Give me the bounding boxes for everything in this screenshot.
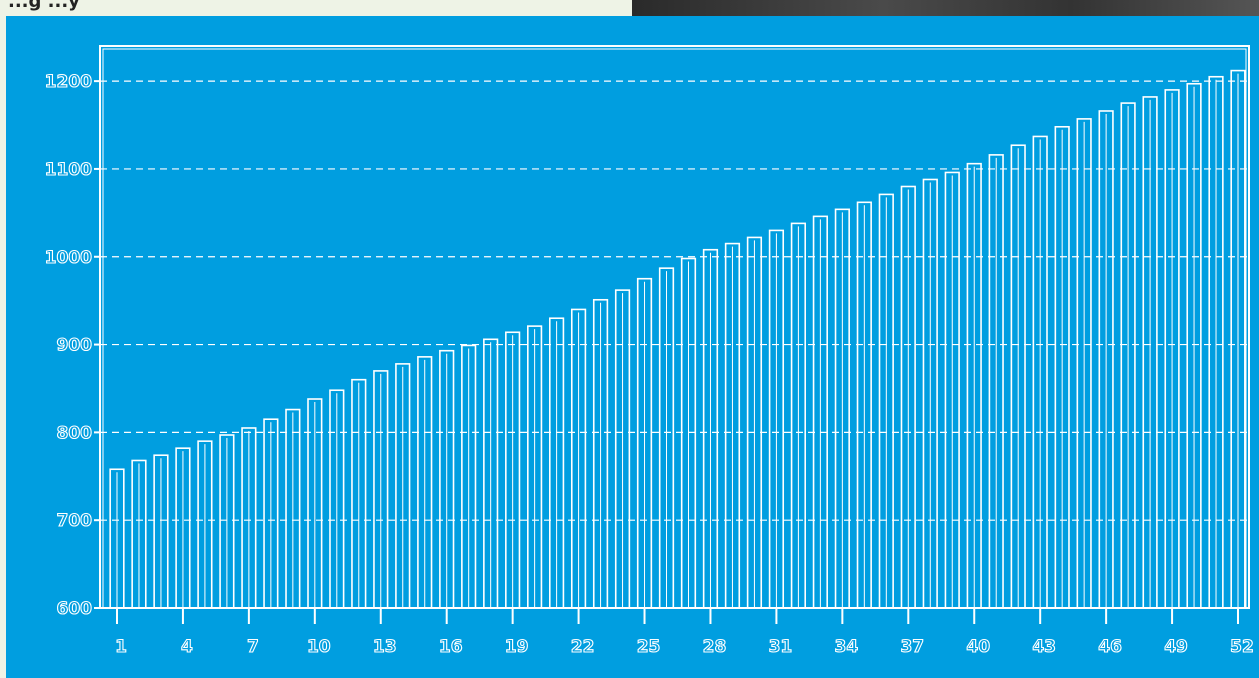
x-tick-label: 10 <box>307 637 331 657</box>
x-tick-label: 31 <box>769 637 793 657</box>
y-tick-label: 600 <box>57 599 93 619</box>
y-tick-labels: 600 700 800 900 1000 1100 1200 <box>44 72 93 620</box>
y-tick-label: 800 <box>57 423 93 443</box>
top-caption-strip: ...g ...y <box>0 0 632 16</box>
y-tick-label: 1000 <box>45 248 92 268</box>
x-tick-label: 22 <box>571 637 595 657</box>
y-tick-label: 700 <box>57 511 93 531</box>
x-tick-labels: 1 4 7 10 13 16 19 22 25 28 31 34 37 40 43 46 49 52 <box>115 636 1255 657</box>
y-tick-label: 1200 <box>45 72 92 92</box>
y-tick-label: 900 <box>57 336 93 356</box>
x-tick-label: 7 <box>247 637 259 657</box>
x-tick-label: 40 <box>966 637 990 657</box>
x-tick-label: 43 <box>1032 637 1056 657</box>
x-tick-label: 1 <box>115 637 127 657</box>
chart-panel: 600 700 800 900 1000 1100 1200 1 4 7 10 13 16 19 22 25… <box>6 16 1259 678</box>
top-photo-strip <box>632 0 1259 16</box>
x-tick-label: 4 <box>181 637 193 657</box>
top-caption-text: ...g ...y <box>8 0 80 12</box>
x-tick-label: 19 <box>505 637 529 657</box>
plot-frame-inner <box>102 48 1247 609</box>
y-tick-label: 1100 <box>45 160 92 180</box>
x-tick-label: 16 <box>439 637 463 657</box>
bar-chart: 600 700 800 900 1000 1100 1200 1 4 7 10 13 16 19 22 25… <box>44 45 1255 658</box>
x-tick-label: 49 <box>1164 637 1188 657</box>
x-tick-label: 34 <box>835 637 859 657</box>
bars <box>109 69 1246 609</box>
x-tick-label: 25 <box>637 637 661 657</box>
x-tick-label: 28 <box>703 637 727 657</box>
x-tick-label: 46 <box>1098 637 1122 657</box>
x-tick-label: 13 <box>373 637 397 657</box>
x-tick-label: 37 <box>900 637 924 657</box>
axes <box>94 45 1250 624</box>
x-tick-label: 52 <box>1230 637 1254 657</box>
